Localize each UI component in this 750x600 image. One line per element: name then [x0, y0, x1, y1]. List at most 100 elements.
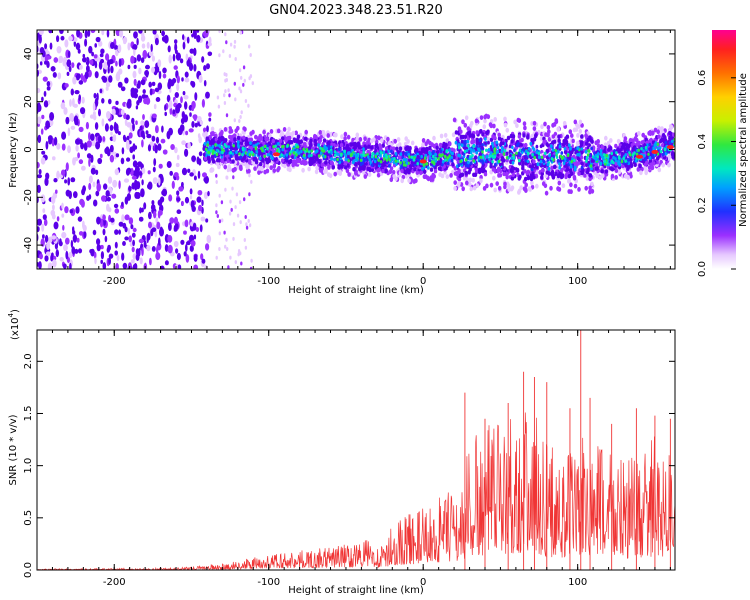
noise-blob: [148, 81, 152, 88]
noise-blob: [67, 145, 71, 154]
band-blob: [460, 139, 464, 144]
sparse-blob: [247, 219, 250, 223]
band-blob: [247, 168, 251, 174]
noise-blob: [186, 36, 190, 44]
band-blob: [265, 163, 270, 169]
band-blob: [506, 135, 511, 141]
band-blob: [394, 152, 398, 156]
noise-blob: [53, 57, 59, 63]
noise-blob: [187, 142, 191, 149]
noise-blob: [151, 200, 155, 205]
band-blob: [318, 130, 323, 135]
band-blob: [487, 148, 491, 152]
noise-blob: [109, 144, 114, 153]
band-blob: [470, 139, 474, 145]
noise-blob: [137, 250, 141, 257]
noise-blob: [146, 234, 149, 244]
noise-blob: [72, 76, 77, 85]
band-blob: [382, 150, 386, 155]
noise-blob: [168, 78, 172, 84]
noise-blob: [83, 231, 87, 239]
band-blob: [244, 151, 248, 155]
sparse-blob: [228, 93, 231, 98]
band-blob: [435, 162, 439, 167]
band-blob: [231, 167, 236, 173]
noise-blob: [139, 207, 142, 214]
band-blob: [220, 135, 224, 140]
band-blob: [572, 127, 577, 133]
noise-blob: [140, 130, 145, 138]
band-blob: [479, 155, 483, 159]
band-blob: [257, 144, 261, 149]
band-blob: [590, 139, 594, 144]
sparse-blob: [247, 103, 250, 108]
band-blob: [487, 140, 490, 145]
band-blob: [439, 160, 442, 165]
noise-blob: [75, 42, 81, 51]
noise-blob: [92, 111, 96, 116]
band-blob: [236, 125, 240, 131]
band-blob: [528, 164, 532, 169]
noise-blob: [49, 112, 55, 121]
sparse-blob: [249, 74, 253, 79]
band-blob: [566, 158, 569, 163]
band-blob: [594, 166, 598, 171]
sparse-blob: [218, 219, 222, 224]
noise-blob: [168, 194, 173, 202]
band-blob: [627, 143, 631, 149]
noise-blob: [193, 64, 197, 72]
noise-blob: [181, 140, 187, 146]
sparse-blob: [216, 95, 220, 100]
band-blob: [615, 151, 618, 155]
noise-blob: [98, 40, 103, 47]
noise-blob: [155, 252, 161, 261]
band-blob: [561, 183, 566, 189]
noise-blob: [140, 79, 146, 86]
band-blob: [468, 146, 471, 151]
noise-blob: [126, 167, 132, 173]
noise-blob: [81, 165, 86, 171]
band-blob: [202, 152, 206, 157]
sparse-blob: [220, 200, 224, 205]
band-blob: [396, 150, 400, 155]
band-blob: [346, 134, 351, 140]
band-blob: [629, 153, 632, 157]
band-blob: [249, 131, 253, 137]
band-blob: [560, 174, 564, 179]
band-blob: [661, 162, 665, 168]
noise-blob: [173, 216, 178, 225]
noise-blob: [78, 159, 84, 165]
noise-blob: [101, 30, 105, 36]
sparse-blob: [215, 210, 218, 215]
band-blob: [552, 139, 557, 144]
band-blob: [401, 146, 406, 151]
band-blob: [217, 140, 220, 145]
noise-blob: [41, 150, 46, 155]
noise-blob: [90, 154, 94, 163]
band-blob: [203, 142, 207, 146]
band-blob: [600, 154, 604, 159]
sparse-blob: [248, 173, 251, 178]
band-blob: [480, 145, 484, 150]
noise-blob: [89, 114, 95, 119]
band-blob: [471, 153, 474, 158]
band-blob: [254, 147, 258, 151]
band-blob: [436, 149, 440, 154]
sparse-blob: [243, 238, 246, 242]
band-blob: [253, 166, 257, 172]
noise-blob: [157, 59, 162, 68]
noise-blob: [158, 237, 161, 246]
noise-blob: [191, 106, 194, 112]
band-blob: [331, 165, 335, 170]
noise-blob: [44, 43, 48, 50]
band-blob: [215, 152, 219, 157]
noise-blob: [201, 98, 205, 108]
noise-blob: [174, 92, 179, 98]
noise-blob: [124, 214, 130, 221]
noise-blob: [37, 116, 42, 125]
noise-blob: [96, 92, 99, 102]
noise-blob: [140, 188, 145, 198]
band-blob: [381, 143, 385, 148]
band-blob: [508, 144, 512, 149]
